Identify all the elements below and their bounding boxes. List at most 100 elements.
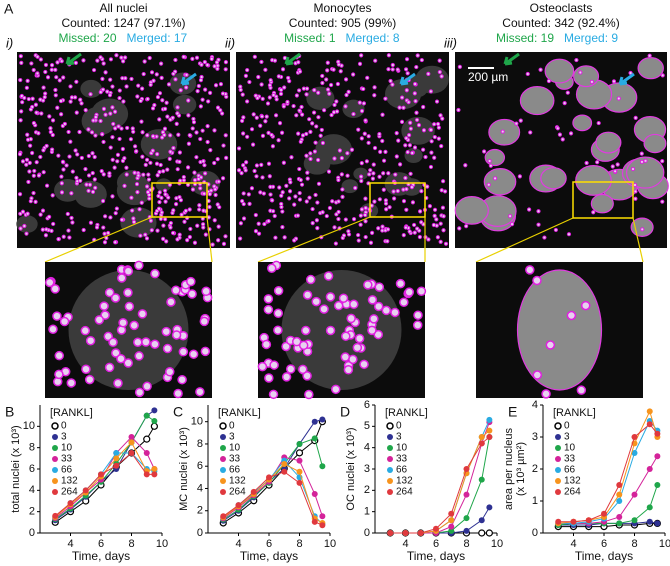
point [463,527,470,534]
nucleus [162,188,168,193]
nucleus [143,162,148,167]
nucleus [487,158,492,164]
nucleus [194,155,199,160]
y-axis-label: (x 10³ µm²) [515,442,527,496]
nucleus [48,129,53,135]
nucleus [381,158,387,163]
nucleus [268,389,279,400]
nucleus [202,163,207,168]
nucleus [419,57,424,63]
nucleus [99,301,109,311]
nucleus [340,187,345,192]
nucleus [73,148,78,153]
nucleus [134,260,144,271]
point [128,450,135,456]
cell [590,193,614,214]
legend-marker [220,445,226,451]
nucleus [363,118,368,123]
nucleus [158,162,163,168]
nucleus [419,220,424,225]
nucleus [408,171,413,176]
x-tick-label: 4 [570,538,576,550]
point [616,514,623,520]
nucleus [84,182,89,187]
nucleus [190,187,196,192]
nucleus [611,79,617,84]
nucleus [205,139,210,145]
nucleus [88,220,94,225]
point [555,518,562,525]
nucleus [150,339,160,349]
nucleus [49,67,54,72]
nucleus [274,97,279,102]
nucleus [287,189,293,194]
nucleus [343,104,348,109]
nucleus [336,177,341,183]
legend-marker [555,489,561,495]
nucleus [38,97,43,102]
nucleus [44,183,50,188]
nucleus [259,59,264,65]
nucleus [52,311,62,321]
nucleus [259,114,265,119]
nucleus [320,140,326,146]
nucleus [175,111,180,116]
nucleus [316,90,321,95]
nucleus [68,84,73,89]
nucleus [334,99,339,104]
point [143,471,150,478]
nucleus [241,216,247,221]
nucleus [363,212,368,218]
nucleus [589,79,595,84]
legend-marker [220,478,226,484]
nucleus [337,148,342,153]
roman: i) [6,35,13,50]
nucleus [259,82,264,87]
nucleus [205,123,210,129]
nucleus [415,53,420,58]
nucleus [192,170,197,175]
nucleus [205,62,210,68]
nucleus [55,105,60,110]
nucleus [79,155,84,161]
x-tick-label: 10 [659,538,670,550]
nucleus [310,206,315,212]
point [296,479,303,486]
nucleus [123,266,134,276]
x-tick-label: 8 [128,538,134,550]
nucleus [175,105,180,110]
nucleus [168,133,173,138]
nucleus [115,152,121,157]
nucleus [34,160,39,165]
nucleus [542,235,547,240]
nucleus [245,67,250,73]
nucleus [632,182,638,188]
merged: Merged: 8 [346,31,400,45]
point [631,434,638,440]
nucleus [256,221,261,226]
nucleus [155,94,161,100]
nucleus [331,67,336,72]
nucleus [190,126,195,131]
nucleus [101,61,106,66]
point [151,407,158,414]
nucleus [173,201,179,207]
nucleus [177,159,182,164]
nucleus [427,203,433,209]
point [113,462,120,469]
nucleus [306,274,316,285]
nucleus [574,57,579,63]
nucleus [316,181,322,186]
nucleus [139,119,144,124]
nucleus [345,173,350,178]
nucleus [364,159,369,164]
nucleus [320,210,325,215]
nucleus [201,208,206,213]
nucleus [272,213,277,219]
nucleus [359,174,364,179]
nucleus [380,138,385,144]
nucleus [343,217,348,222]
cell [573,65,600,88]
legend-marker [51,422,59,430]
series-line [54,452,155,517]
